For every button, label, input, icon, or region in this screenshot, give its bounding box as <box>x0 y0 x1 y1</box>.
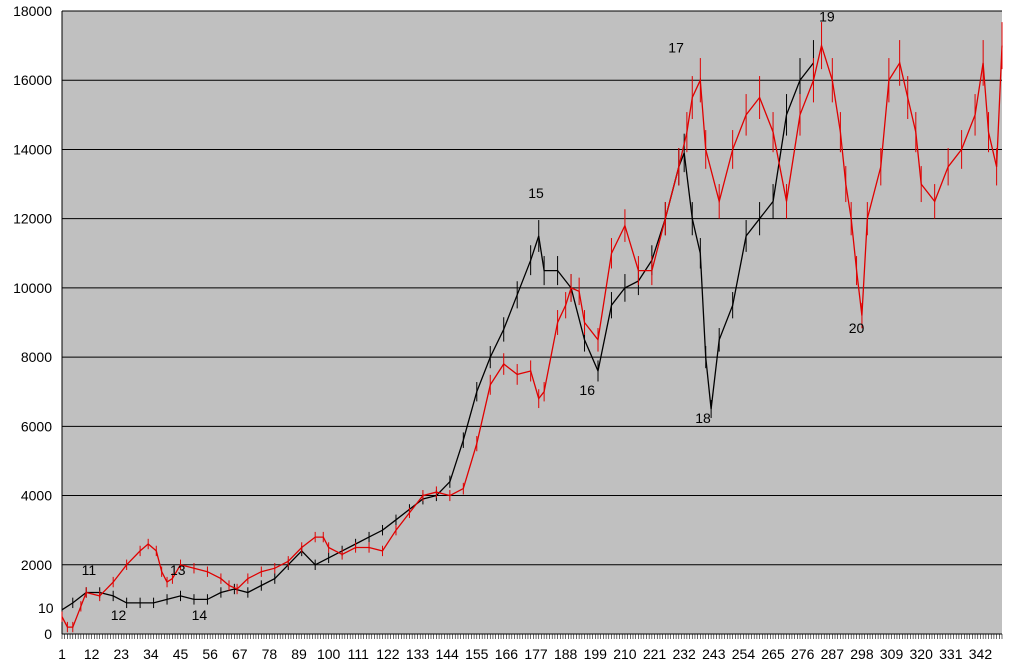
x-tick-label: 122 <box>376 646 400 662</box>
x-tick-label: 287 <box>821 646 845 662</box>
x-tick-label: 89 <box>291 646 307 662</box>
x-tick-label: 78 <box>262 646 278 662</box>
annotation-label: 13 <box>170 562 186 578</box>
x-tick-label: 23 <box>113 646 129 662</box>
annotation-label: 11 <box>82 562 97 578</box>
y-tick-label: 2000 <box>21 557 52 573</box>
annotation-label: 10 <box>38 600 54 616</box>
x-tick-label: 309 <box>880 646 904 662</box>
x-tick-label: 12 <box>84 646 100 662</box>
x-tick-label: 166 <box>495 646 519 662</box>
x-tick-label: 265 <box>761 646 785 662</box>
y-tick-label: 0 <box>44 626 52 642</box>
y-tick-label: 18000 <box>13 3 52 19</box>
x-tick-label: 111 <box>348 646 369 662</box>
annotation-label: 20 <box>849 320 865 336</box>
y-tick-label: 16000 <box>13 72 52 88</box>
annotation-label: 19 <box>819 8 835 24</box>
y-tick-label: 6000 <box>21 418 52 434</box>
x-tick-label: 276 <box>791 646 815 662</box>
plot-area <box>62 11 1002 634</box>
annotation-label: 17 <box>668 40 684 56</box>
x-tick-label: 1 <box>58 646 66 662</box>
x-tick-label: 45 <box>173 646 189 662</box>
x-tick-label: 144 <box>435 646 459 662</box>
annotation-label: 14 <box>192 607 208 623</box>
y-tick-label: 10000 <box>13 280 52 296</box>
x-tick-label: 100 <box>317 646 341 662</box>
y-tick-label: 12000 <box>13 211 52 227</box>
x-tick-label: 199 <box>584 646 608 662</box>
x-tick-label: 320 <box>910 646 934 662</box>
x-tick-label: 243 <box>702 646 726 662</box>
x-tick-label: 188 <box>554 646 578 662</box>
annotation-label: 12 <box>111 607 127 623</box>
y-tick-label: 4000 <box>21 488 52 504</box>
annotation-label: 16 <box>579 382 595 398</box>
x-tick-label: 232 <box>672 646 696 662</box>
annotation-label: 18 <box>695 410 711 426</box>
x-tick-label: 56 <box>202 646 218 662</box>
x-tick-label: 34 <box>143 646 159 662</box>
x-tick-label: 155 <box>465 646 489 662</box>
x-tick-label: 254 <box>732 646 756 662</box>
x-tick-label: 221 <box>643 646 667 662</box>
x-tick-label: 342 <box>969 646 993 662</box>
y-tick-label: 14000 <box>13 141 52 157</box>
x-tick-label: 67 <box>232 646 248 662</box>
x-tick-label: 133 <box>406 646 430 662</box>
x-tick-label: 298 <box>850 646 874 662</box>
annotation-label: 15 <box>528 185 544 201</box>
x-tick-label: 331 <box>939 646 963 662</box>
x-tick-label: 177 <box>524 646 548 662</box>
y-tick-label: 8000 <box>21 349 52 365</box>
x-tick-label: 210 <box>613 646 637 662</box>
